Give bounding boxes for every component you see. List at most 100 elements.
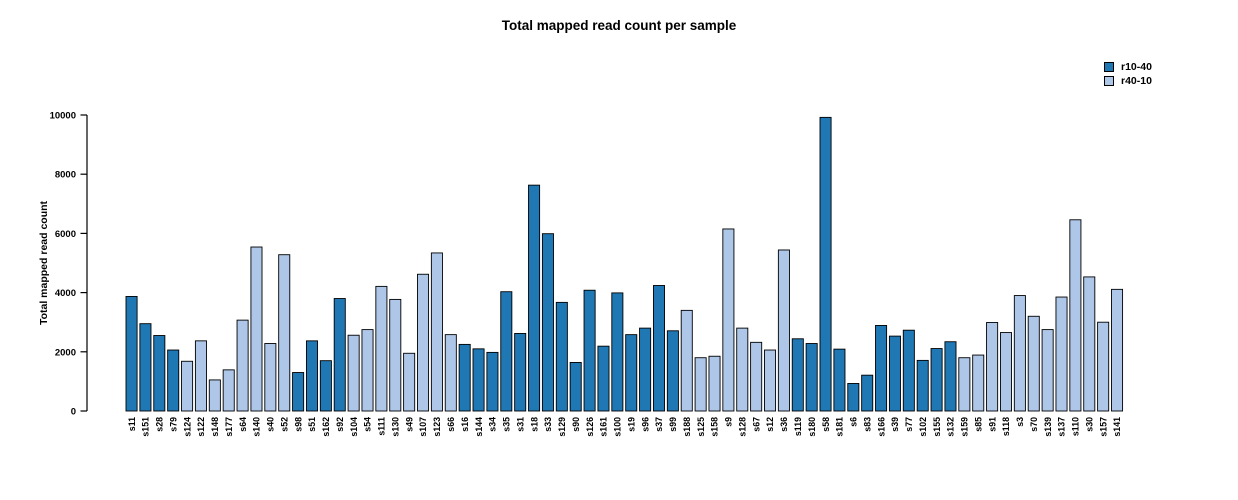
bar-s137 bbox=[1055, 296, 1068, 412]
x-tick-label-s39: s39 bbox=[890, 417, 900, 432]
bar-s118 bbox=[999, 332, 1012, 412]
x-tick-label-s9: s9 bbox=[724, 417, 734, 427]
x-tick-label-s140: s140 bbox=[252, 417, 262, 437]
x-tick-label-s33: s33 bbox=[543, 417, 553, 432]
bar-s67 bbox=[750, 341, 763, 412]
bar-s129 bbox=[555, 301, 568, 412]
bar-s161 bbox=[597, 345, 610, 412]
x-tick-label-s51: s51 bbox=[307, 417, 317, 432]
bar-s99 bbox=[666, 330, 679, 412]
bar-s122 bbox=[194, 340, 207, 412]
bar-s104 bbox=[347, 334, 360, 412]
bar-s91 bbox=[986, 322, 999, 412]
x-tick-label-s158: s158 bbox=[710, 417, 720, 437]
x-tick-label-s79: s79 bbox=[168, 417, 178, 432]
bar-s64 bbox=[236, 319, 249, 412]
x-tick-label-s35: s35 bbox=[502, 417, 512, 432]
x-tick-label-s166: s166 bbox=[876, 417, 886, 437]
x-tick-label-s40: s40 bbox=[266, 417, 276, 432]
x-tick-label-s58: s58 bbox=[821, 417, 831, 432]
x-tick-label-s162: s162 bbox=[321, 417, 331, 437]
x-tick-label-s102: s102 bbox=[918, 417, 928, 437]
x-tick-label-s77: s77 bbox=[904, 417, 914, 432]
x-tick-label-s83: s83 bbox=[862, 417, 872, 432]
bar-s188 bbox=[680, 309, 693, 412]
legend-swatch-light-icon bbox=[1104, 76, 1114, 86]
bar-s35 bbox=[500, 291, 513, 412]
y-tick-label: 0 bbox=[71, 407, 76, 418]
bar-s30 bbox=[1083, 276, 1096, 412]
bar-s92 bbox=[333, 298, 346, 412]
legend-label: r40-10 bbox=[1121, 75, 1152, 87]
x-tick-label-s125: s125 bbox=[696, 417, 706, 437]
x-tick-label-s52: s52 bbox=[279, 417, 289, 432]
bar-s16 bbox=[458, 343, 471, 412]
bar-s181 bbox=[833, 348, 846, 412]
x-tick-label-s177: s177 bbox=[224, 417, 234, 437]
x-tick-label-s70: s70 bbox=[1029, 417, 1039, 432]
x-tick-label-s3: s3 bbox=[1015, 417, 1025, 427]
x-tick-label-s37: s37 bbox=[654, 417, 664, 432]
bar-s128 bbox=[736, 327, 749, 412]
bar-s96 bbox=[639, 327, 652, 412]
x-tick-label-s96: s96 bbox=[640, 417, 650, 432]
legend-label: r10-40 bbox=[1121, 61, 1152, 73]
bar-s151 bbox=[139, 323, 152, 412]
bar-s39 bbox=[888, 335, 901, 412]
bar-s9 bbox=[722, 228, 735, 412]
bar-s77 bbox=[902, 329, 915, 412]
x-tick-label-s130: s130 bbox=[390, 417, 400, 437]
x-tick-label-s137: s137 bbox=[1057, 417, 1067, 437]
bar-s11 bbox=[125, 295, 138, 412]
x-tick-label-s31: s31 bbox=[515, 417, 525, 432]
y-axis-title: Total mapped read count bbox=[38, 200, 50, 326]
x-tick-label-s161: s161 bbox=[599, 417, 609, 437]
x-tick-label-s98: s98 bbox=[293, 417, 303, 432]
x-tick-label-s111: s111 bbox=[377, 417, 387, 436]
x-tick-label-s16: s16 bbox=[460, 417, 470, 432]
x-tick-label-s155: s155 bbox=[932, 417, 942, 437]
x-tick-label-s64: s64 bbox=[238, 417, 248, 432]
bar-s36 bbox=[777, 249, 790, 412]
bar-s6 bbox=[847, 383, 860, 412]
bar-s125 bbox=[694, 357, 707, 412]
x-tick-label-s119: s119 bbox=[793, 417, 803, 436]
x-tick-label-s110: s110 bbox=[1071, 417, 1081, 436]
x-tick-label-s180: s180 bbox=[807, 417, 817, 437]
x-tick-label-s124: s124 bbox=[182, 417, 192, 437]
x-tick-label-s107: s107 bbox=[418, 417, 428, 437]
bar-s159 bbox=[958, 357, 971, 412]
x-tick-label-s11: s11 bbox=[127, 417, 137, 431]
bar-s110 bbox=[1069, 219, 1082, 412]
bar-s162 bbox=[319, 360, 332, 412]
y-tick-label: 2000 bbox=[55, 347, 76, 358]
y-tick-label: 10000 bbox=[50, 111, 76, 122]
bar-s157 bbox=[1097, 321, 1110, 412]
bar-s111 bbox=[375, 285, 388, 412]
bar-s33 bbox=[541, 233, 554, 412]
bar-s158 bbox=[708, 355, 721, 412]
bar-s180 bbox=[805, 343, 818, 412]
bar-s28 bbox=[153, 335, 166, 412]
legend: r10-40 r40-10 bbox=[1104, 60, 1152, 88]
x-tick-label-s157: s157 bbox=[1098, 417, 1108, 437]
bar-s148 bbox=[208, 379, 221, 412]
x-tick-label-s18: s18 bbox=[529, 417, 539, 432]
bar-s177 bbox=[222, 369, 235, 412]
x-tick-label-s104: s104 bbox=[349, 417, 359, 437]
x-tick-label-s128: s128 bbox=[737, 417, 747, 437]
y-tick-label: 6000 bbox=[55, 229, 76, 240]
bar-s141 bbox=[1111, 288, 1124, 412]
bar-s85 bbox=[972, 354, 985, 412]
x-tick-label-s188: s188 bbox=[682, 417, 692, 437]
bar-s58 bbox=[819, 116, 832, 412]
bar-s90 bbox=[569, 362, 582, 412]
legend-item-r40-10: r40-10 bbox=[1104, 74, 1152, 88]
bar-s107 bbox=[417, 273, 430, 412]
bar-s31 bbox=[514, 332, 527, 412]
bar-s70 bbox=[1027, 315, 1040, 412]
bar-s126 bbox=[583, 289, 596, 412]
x-tick-label-s122: s122 bbox=[196, 417, 206, 437]
